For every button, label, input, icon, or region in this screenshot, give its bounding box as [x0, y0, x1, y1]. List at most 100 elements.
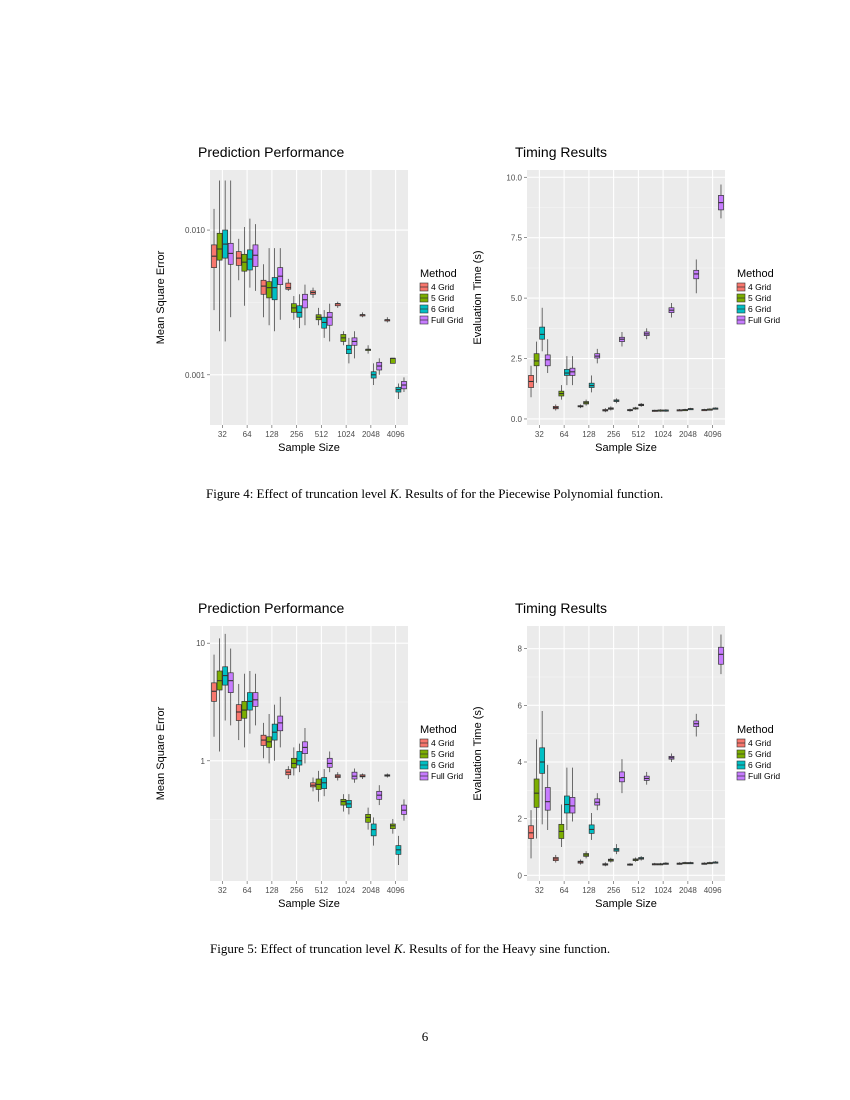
x-tick-label: 64 [560, 430, 569, 439]
box-body [247, 249, 253, 271]
box-6-grid-256 [296, 743, 303, 773]
legend-item: 6 Grid [736, 760, 771, 770]
y-tick-label: 2.5 [511, 355, 523, 364]
x-tick-label: 128 [582, 886, 596, 895]
box-6-grid-64 [564, 767, 570, 830]
box-4-grid-256 [602, 408, 609, 413]
box-6-grid-32 [539, 711, 546, 825]
x-tick-label: 4096 [387, 886, 405, 895]
plot-panel [210, 170, 408, 425]
legend-label: 5 Grid [431, 293, 454, 303]
box-body [285, 282, 292, 290]
chart-title: Timing Results [515, 144, 607, 160]
legend-label: Full Grid [431, 771, 463, 781]
box-4-grid-512 [310, 777, 316, 792]
box-6-grid-2048 [687, 407, 694, 411]
x-tick-label: 128 [265, 430, 279, 439]
box-full-grid-64 [569, 356, 576, 386]
box-5-grid-256 [607, 406, 614, 411]
y-axis-label: Mean Square Error [155, 250, 167, 344]
box-5-grid-4096 [706, 861, 713, 865]
box-6-grid-32 [222, 180, 229, 342]
box-4-grid-256 [285, 766, 292, 779]
box-4-grid-1024 [334, 301, 341, 308]
box-6-grid-256 [613, 844, 620, 855]
x-tick-label: 32 [535, 430, 544, 439]
box-5-grid-1024 [340, 794, 347, 812]
y-tick-label: 1 [201, 757, 206, 766]
box-5-grid-256 [607, 857, 614, 863]
x-tick-label: 2048 [679, 430, 697, 439]
box-body [569, 797, 576, 814]
box-body [544, 354, 551, 367]
box-full-grid-1024 [351, 768, 358, 783]
box-5-grid-2048 [682, 861, 688, 865]
box-4-grid-64 [552, 404, 559, 411]
y-tick-label: 8 [518, 645, 523, 654]
x-tick-label: 1024 [337, 886, 355, 895]
legend-item: 6 Grid [419, 304, 454, 314]
box-full-grid-128 [594, 348, 601, 364]
box-body [351, 771, 358, 780]
figure4-prediction-performance-chart: Prediction Performance 0.001 0.010 32 64 128 2… [155, 144, 463, 454]
box-4-grid-32 [528, 810, 534, 859]
box-4-grid-2048 [359, 312, 366, 318]
box-4-grid-4096 [701, 862, 708, 865]
box-4-grid-64 [235, 238, 242, 281]
x-tick-label: 32 [218, 886, 227, 895]
figure5-caption: Figure 5: Effect of truncation level K. … [210, 941, 610, 957]
legend-item: 5 Grid [736, 293, 771, 303]
box-full-grid-1024 [668, 753, 675, 762]
box-body [619, 771, 625, 783]
x-tick-label: 4096 [704, 886, 722, 895]
box-4-grid-2048 [676, 862, 683, 865]
box-4-grid-4096 [701, 408, 708, 412]
legend-label: 6 Grid [748, 760, 771, 770]
legend-label: 5 Grid [431, 749, 454, 759]
box-5-grid-32 [533, 739, 540, 839]
box-5-grid-256 [290, 747, 297, 776]
box-5-grid-128 [266, 713, 272, 764]
box-body [365, 814, 371, 823]
box-body [235, 704, 242, 721]
legend-label: 4 Grid [431, 282, 454, 292]
y-tick-label: 2 [518, 815, 523, 824]
x-tick-label: 256 [290, 886, 304, 895]
box-full-grid-64 [252, 224, 259, 291]
box-body [528, 825, 534, 839]
box-5-grid-64 [241, 226, 248, 306]
box-5-grid-4096 [389, 818, 396, 834]
box-4-grid-64 [235, 683, 242, 741]
box-body [718, 646, 724, 665]
box-full-grid-4096 [401, 377, 407, 393]
box-body [340, 798, 347, 806]
x-axis-label: Sample Size [278, 442, 340, 454]
x-tick-label: 2048 [362, 430, 380, 439]
legend-label: 5 Grid [748, 293, 771, 303]
box-5-grid-512 [315, 770, 322, 802]
plot-panel [210, 626, 408, 881]
box-4-grid-128 [577, 404, 584, 409]
legend-label: 4 Grid [431, 738, 454, 748]
figure4-caption: Figure 4: Effect of truncation level K. … [206, 486, 663, 502]
box-body [389, 357, 396, 364]
y-tick-label: 10.0 [506, 173, 522, 182]
box-full-grid-128 [594, 793, 601, 811]
box-full-grid-1024 [351, 331, 358, 359]
chart-title: Timing Results [515, 600, 607, 616]
box-full-grid-32 [544, 339, 551, 374]
box-5-grid-4096 [706, 408, 713, 411]
box-body [533, 353, 540, 367]
figure4-caption-suffix: . Results of for the Piecewise Polynomia… [398, 486, 664, 501]
box-4-grid-4096 [384, 317, 391, 323]
box-5-grid-128 [583, 399, 589, 406]
box-5-grid-1024 [657, 862, 664, 866]
plot-panel [527, 626, 725, 881]
box-4-grid-512 [627, 863, 633, 866]
x-axis-label: Sample Size [595, 898, 657, 910]
x-tick-label: 64 [243, 886, 252, 895]
box-4-grid-128 [260, 264, 267, 318]
box-6-grid-4096 [712, 861, 719, 864]
box-5-grid-512 [632, 857, 639, 862]
